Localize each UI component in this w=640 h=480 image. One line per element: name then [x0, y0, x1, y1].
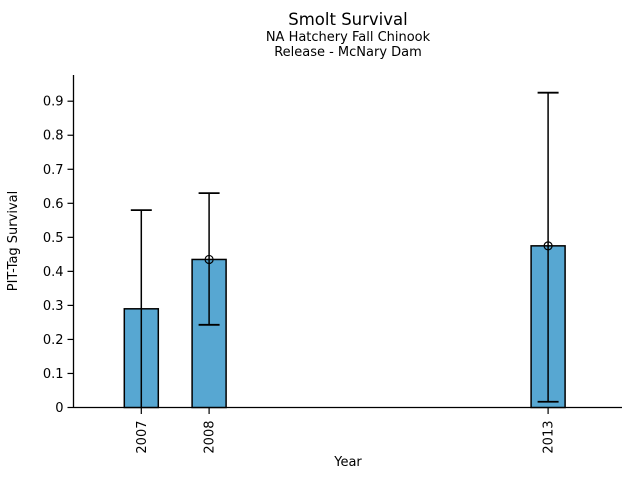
x-tick-label: 2007: [135, 421, 150, 454]
y-tick-label: 0.6: [43, 197, 64, 212]
chart-title: Smolt Survival: [288, 10, 408, 29]
x-axis-title: Year: [334, 455, 362, 470]
y-tick-label: 0.5: [43, 231, 64, 246]
y-tick-label: 0.1: [43, 367, 64, 382]
y-tick-label: 0.2: [43, 333, 64, 348]
point-marker: [204, 254, 214, 265]
y-tick-label: 0: [55, 401, 63, 416]
y-tick-label: 0.4: [43, 265, 64, 280]
y-tick-label: 0.7: [43, 163, 64, 178]
y-tick-label: 0.9: [43, 95, 64, 110]
y-tick-label: 0.3: [43, 299, 64, 314]
y-tick-label: 0.8: [43, 129, 64, 144]
chart-subtitle-line2: Release - McNary Dam: [274, 45, 422, 60]
x-tick-label: 2008: [203, 421, 218, 454]
chart-subtitle-line1: NA Hatchery Fall Chinook: [265, 30, 431, 45]
point-marker: [543, 241, 553, 251]
x-tick-label: 2013: [542, 421, 557, 454]
